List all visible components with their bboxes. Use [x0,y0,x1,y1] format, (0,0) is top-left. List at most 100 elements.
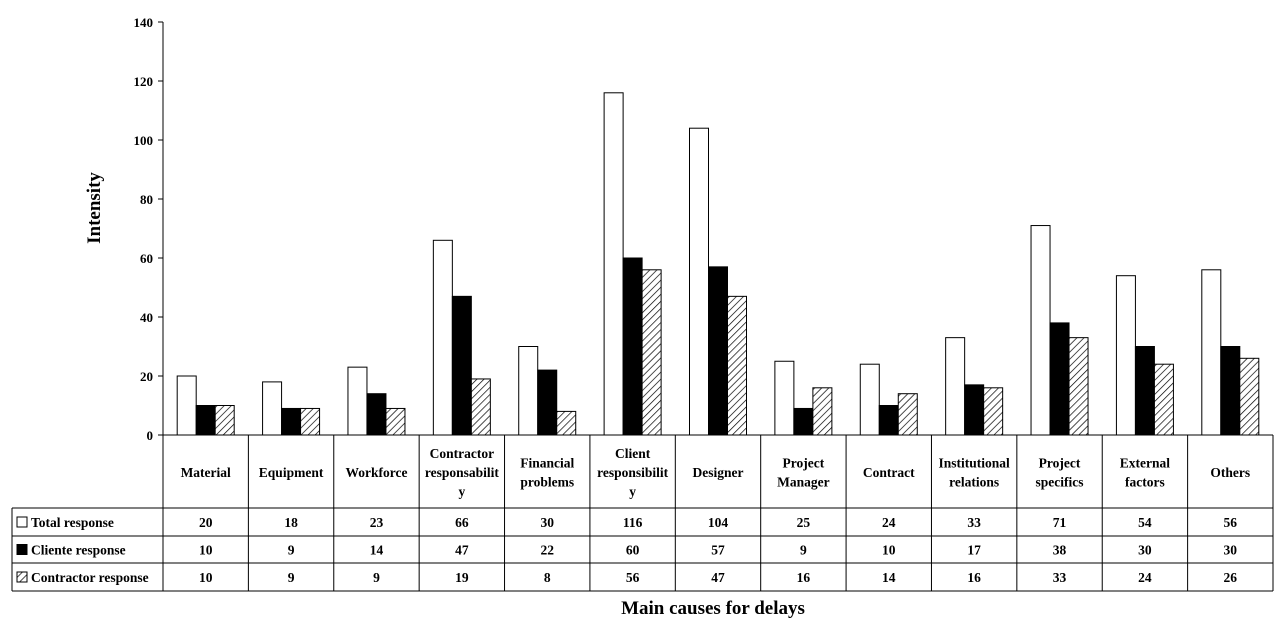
data-label: 30 [540,515,554,530]
category-label-line: Financial [520,456,574,471]
bar [1134,346,1155,436]
data-label: 9 [288,570,295,585]
data-label: 66 [455,515,469,530]
y-tick-label: 20 [140,369,153,384]
data-label: 26 [1224,570,1238,585]
category-label-line: responsabilit [425,465,500,480]
category-label-line: Material [181,465,231,480]
data-label: 54 [1138,515,1152,530]
y-tick-label: 80 [140,192,153,207]
category-label-line: Manager [777,475,829,490]
category-label-line: Designer [693,465,744,480]
bar [1049,322,1070,436]
data-label: 33 [1053,570,1067,585]
category-label: Workforce [345,465,407,480]
legend-swatch [16,544,28,555]
bar [214,405,235,436]
bar [262,381,283,436]
data-label: 56 [626,570,640,585]
bar [1239,357,1260,436]
data-label: 30 [1224,543,1238,558]
data-label: 47 [711,570,725,585]
category-label: Contract [863,465,915,480]
category-label: Project specifics [1036,456,1084,490]
bar [556,410,577,436]
bar [727,295,747,436]
category-label-line: Institutional [939,456,1011,471]
category-label-line: factors [1125,475,1165,490]
bar [1153,363,1174,436]
category-label: External factors [1120,456,1170,490]
bar [774,360,795,436]
category-label-line: responsibilit [597,465,669,480]
data-label: 57 [711,543,725,558]
data-label: 18 [284,515,298,530]
category-label-line: problems [520,475,574,490]
bar [1201,269,1222,436]
bar [793,407,814,436]
bar [859,363,880,436]
data-label: 23 [370,515,384,530]
bar [537,369,558,436]
y-tick-label: 40 [140,310,153,325]
category-label-line: Equipment [259,465,324,480]
data-label: 14 [370,543,384,558]
y-tick-label: 120 [134,74,154,89]
data-label: 14 [882,570,896,585]
data-label: 16 [967,570,981,585]
data-label: 22 [540,543,554,558]
plot-area: 0 20 40 60 80 100 120 140 [134,15,1273,443]
category-label: Designer [693,465,744,480]
bar [622,257,643,436]
category-label-line: Others [1210,465,1250,480]
data-label: 8 [544,570,551,585]
legend-swatch [16,571,28,583]
data-label: 9 [800,543,807,558]
category-label: Contractor responsabilit y [425,446,500,499]
bar [641,269,662,436]
bar [878,405,899,436]
y-tick-label: 100 [134,133,154,148]
category-label: Others [1210,465,1250,480]
data-label: 56 [1224,515,1238,530]
category-label: Project Manager [777,456,829,490]
category-label-line: Client [615,446,651,461]
x-axis-title: Main causes for delays [621,598,805,619]
data-label: 10 [199,570,213,585]
bar [195,405,216,436]
bar [1030,225,1051,436]
category-label: Client responsibilit y [597,446,669,499]
y-tick-label: 60 [140,251,153,266]
category-label: Institutional relations [939,456,1011,490]
bar [366,393,387,436]
category-label-line: Contractor [430,446,494,461]
data-label: 9 [288,543,295,558]
data-label: 17 [967,543,981,558]
bar [983,387,1004,436]
y-tick-label: 0 [147,428,154,443]
data-label: 24 [1138,570,1152,585]
bar [964,384,985,436]
bar [689,127,709,436]
data-label: 25 [797,515,811,530]
data-label: 71 [1053,515,1067,530]
y-tick-label: 140 [134,15,154,30]
y-axis-title: Intensity [84,172,105,244]
bar [470,378,491,436]
data-table: Material Equipment Workforce Contractor resp… [11,435,1274,592]
legend-label: Total response [31,515,114,530]
bar [300,407,321,436]
category-label: Financial problems [520,456,574,490]
data-label: 20 [199,515,213,530]
bar [176,375,197,436]
bar [603,92,624,436]
data-label: 38 [1053,543,1067,558]
data-label: 10 [199,543,213,558]
legend-label: Cliente response [31,543,126,558]
bar [1115,275,1136,436]
bar [347,366,368,436]
bar [945,337,966,436]
bar [451,295,472,436]
bar [518,346,539,436]
